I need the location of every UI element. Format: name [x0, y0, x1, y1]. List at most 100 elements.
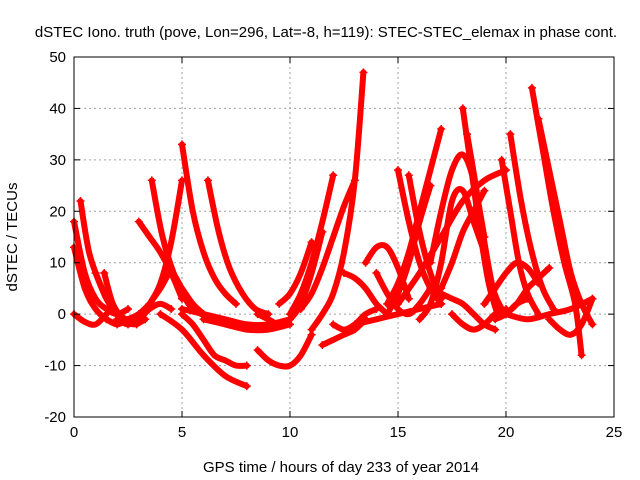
series-arc-19 — [253, 330, 316, 370]
series-point — [480, 186, 489, 195]
series-line — [179, 141, 239, 307]
series-point — [372, 269, 381, 277]
ticks: 0 5 10 15 20 25 -20 -10 0 10 20 30 40 50 — [44, 49, 622, 441]
series-arc-48 — [534, 114, 597, 329]
series-line — [179, 306, 293, 329]
series-point — [359, 68, 368, 77]
series-point — [437, 125, 446, 133]
x-tick-label: 20 — [498, 424, 515, 441]
series-point — [147, 176, 156, 185]
series-point — [361, 258, 370, 267]
series-line — [492, 295, 531, 323]
series-point — [394, 299, 402, 308]
series-point — [242, 361, 251, 370]
series-point — [296, 305, 305, 313]
series-line — [157, 311, 250, 390]
series-line — [395, 167, 509, 307]
series-point — [426, 181, 435, 190]
series-arc-34 — [383, 181, 435, 319]
series-point — [91, 269, 100, 277]
series-point — [307, 325, 316, 334]
series-arc-22 — [286, 171, 338, 319]
series-point — [588, 320, 597, 329]
series-point — [124, 320, 132, 329]
series-point — [145, 299, 154, 308]
x-tick-label: 0 — [70, 424, 78, 441]
series-arc-51 — [491, 294, 532, 324]
series-point — [588, 294, 597, 303]
series-point — [318, 341, 327, 349]
series-line — [254, 228, 326, 328]
series-point — [491, 315, 500, 324]
series-point — [463, 130, 472, 139]
series-line — [308, 69, 367, 333]
series-point — [102, 315, 111, 324]
series-line — [341, 270, 391, 318]
chart-title: dSTEC Iono. truth (pove, Lon=296, Lat=-8… — [35, 24, 617, 41]
series-line — [297, 177, 358, 312]
x-tick-label: 25 — [606, 424, 623, 441]
series-arc-13 — [156, 310, 251, 391]
series-point — [458, 104, 467, 113]
series-point — [113, 315, 122, 324]
series-point — [134, 217, 143, 226]
series-point — [415, 315, 424, 324]
series-point — [545, 315, 554, 324]
series-line — [416, 186, 488, 323]
series-point — [329, 171, 338, 180]
series-layer — [70, 68, 597, 391]
y-tick-label: 50 — [49, 49, 66, 66]
series-point — [76, 197, 85, 205]
plot-frame — [73, 56, 615, 418]
series-point — [426, 258, 435, 267]
series-point — [404, 171, 413, 180]
series-line — [71, 311, 110, 328]
series-point — [286, 310, 294, 319]
series-point — [178, 140, 186, 149]
x-tick-label: 15 — [390, 424, 407, 441]
series-arc-45 — [480, 259, 543, 308]
series-line — [535, 115, 596, 328]
series-arc-16 — [203, 176, 273, 319]
series-point — [523, 294, 532, 303]
series-point — [394, 166, 402, 175]
series-point — [242, 382, 251, 391]
series-point — [491, 325, 500, 334]
series-line — [373, 270, 434, 318]
series-line — [146, 270, 207, 318]
series-point — [340, 269, 348, 277]
series-line — [204, 177, 272, 318]
series-point — [527, 83, 536, 92]
y-tick-label: 0 — [58, 306, 66, 323]
series-line — [449, 306, 509, 333]
series-line — [507, 131, 557, 312]
y-tick-label: -20 — [44, 409, 66, 426]
series-point — [383, 310, 392, 319]
y-tick-label: -10 — [44, 358, 66, 375]
series-point — [203, 176, 212, 185]
y-axis-label: dSTEC / TECUs — [4, 183, 21, 292]
series-point — [534, 114, 543, 123]
series-line — [384, 182, 434, 318]
x-tick-label: 10 — [282, 424, 299, 441]
x-tick-label: 5 — [178, 424, 186, 441]
series-line — [276, 239, 315, 307]
series-line — [200, 316, 293, 334]
y-tick-label: 20 — [49, 203, 66, 220]
series-point — [329, 320, 338, 329]
series-point — [199, 315, 208, 324]
series-point — [577, 351, 586, 360]
y-tick-label: 40 — [49, 100, 66, 117]
series-point — [350, 320, 359, 329]
series-point — [178, 305, 186, 313]
series-point — [497, 155, 506, 164]
series-point — [506, 130, 515, 139]
series-arc-15 — [178, 140, 240, 308]
y-tick-label: 10 — [49, 255, 66, 272]
series-point — [437, 289, 446, 298]
series-point — [253, 310, 262, 319]
series-point — [100, 269, 109, 277]
series-point — [480, 299, 489, 308]
series-line — [546, 295, 596, 338]
